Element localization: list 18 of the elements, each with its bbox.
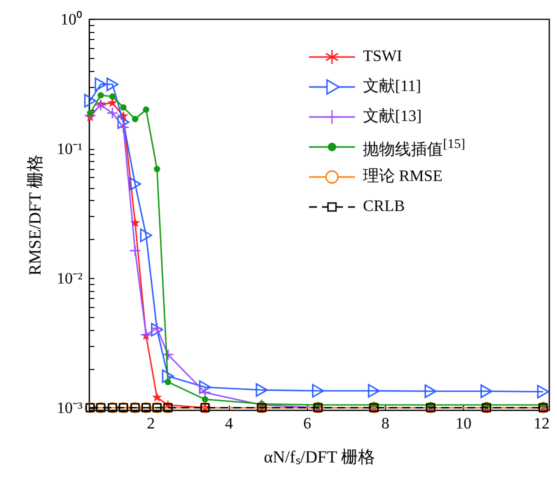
- y-tick-label: 10⁻³: [56, 400, 83, 418]
- x-tick-label: 2: [146, 416, 155, 432]
- y-tick-label: 10⁻¹: [56, 141, 83, 158]
- legend-label: 抛物线插值$^{[15]}$: [363, 135, 466, 160]
- x-axis-title: αN/fₛ/DFT 栅格: [264, 448, 376, 466]
- legend-label: CRLB: [363, 197, 405, 218]
- x-tick-label: 8: [381, 416, 390, 432]
- legend-label: TSWI: [363, 47, 402, 67]
- legend-label: 文献[11]: [363, 76, 422, 97]
- legend-label: 文献[13]: [363, 106, 422, 127]
- y-axis-title: RMSE/DFT 栅格: [26, 154, 45, 276]
- x-tick-label: 4: [225, 416, 234, 432]
- legend-label: 理论 RMSE: [363, 167, 443, 188]
- x-tick-label: 10: [456, 416, 472, 432]
- x-tick-label: 12: [534, 416, 550, 432]
- y-tick-label: 10⁰: [60, 10, 82, 28]
- y-tick-label: 10⁻²: [56, 270, 83, 288]
- x-tick-label: 6: [303, 416, 312, 432]
